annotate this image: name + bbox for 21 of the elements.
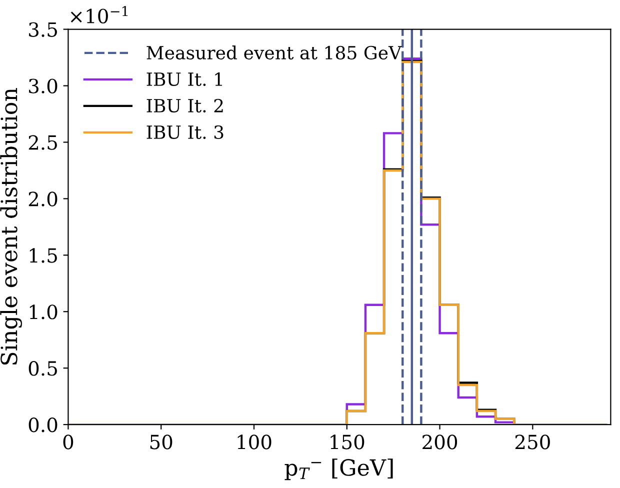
legend-label: IBU It. 1 <box>146 72 222 86</box>
x-tick-label: 150 <box>330 434 364 450</box>
x-tick-label: 0 <box>63 434 74 450</box>
x-tick-label: 200 <box>422 434 458 450</box>
x-tick-label: 100 <box>238 434 272 450</box>
y-tick-label: 0.0 <box>28 418 58 432</box>
legend-label: IBU It. 3 <box>146 125 224 140</box>
y-tick-label: 0.5 <box>28 361 57 376</box>
y-tick-label: 1.0 <box>30 304 58 320</box>
y-tick-label: 2.0 <box>28 192 58 206</box>
text: ×10$^{−1}$ <box>70 6 128 24</box>
x-tick-label: 250 <box>515 434 550 450</box>
x-tick-label: 50 <box>150 434 172 450</box>
y-tick-label: 3.5 <box>29 22 57 37</box>
ref-line-label: Measured event at 185 GeV <box>146 46 402 60</box>
y-tick-label: 2.5 <box>28 135 57 150</box>
y-axis-title: Single event distribution <box>0 88 22 365</box>
x-axis-title: p$_{T}$$^{−}$ [GeV] <box>284 458 393 480</box>
legend-label: IBU It. 2 <box>146 98 223 113</box>
y-tick-label: 1.5 <box>30 248 57 263</box>
y-tick-label: 3.0 <box>29 78 58 94</box>
